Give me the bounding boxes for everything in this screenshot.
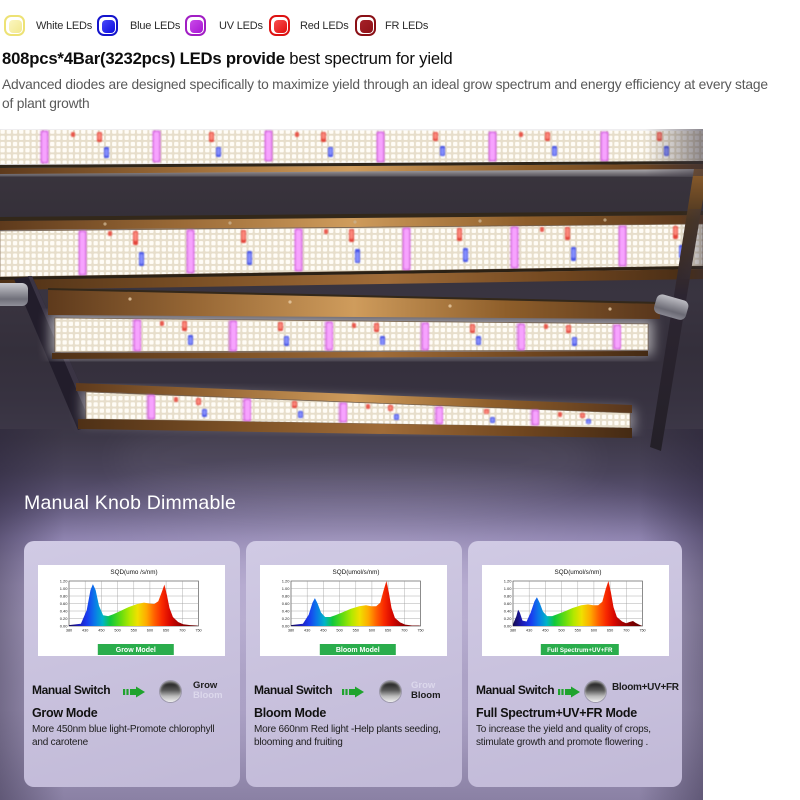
svg-text:550: 550	[575, 629, 581, 633]
svg-text:750: 750	[417, 629, 423, 633]
svg-text:0.00: 0.00	[504, 623, 513, 628]
svg-text:0.80: 0.80	[504, 593, 513, 598]
svg-text:SQD(umol/s/nm): SQD(umol/s/nm)	[555, 569, 602, 576]
svg-text:750: 750	[639, 629, 645, 633]
svg-text:SQD(umol/s/nm): SQD(umol/s/nm)	[333, 569, 380, 576]
svg-text:Grow Model: Grow Model	[116, 647, 156, 654]
svg-text:0.60: 0.60	[60, 601, 69, 606]
svg-text:650: 650	[385, 629, 391, 633]
svg-text:0.20: 0.20	[60, 616, 69, 621]
svg-text:1.00: 1.00	[282, 586, 291, 591]
svg-text:700: 700	[623, 629, 629, 633]
svg-text:600: 600	[147, 629, 153, 633]
svg-text:430: 430	[526, 629, 532, 633]
svg-text:0.80: 0.80	[282, 593, 291, 598]
svg-text:0.20: 0.20	[504, 616, 513, 621]
svg-text:500: 500	[336, 629, 342, 633]
svg-text:750: 750	[195, 629, 201, 633]
svg-text:0.20: 0.20	[282, 616, 291, 621]
svg-text:650: 650	[163, 629, 169, 633]
svg-text:0.00: 0.00	[282, 623, 291, 628]
svg-text:SQD(umo /s/nm): SQD(umo /s/nm)	[110, 569, 157, 576]
svg-text:550: 550	[353, 629, 359, 633]
svg-text:Full Spectrum+UV+FR: Full Spectrum+UV+FR	[547, 647, 613, 654]
svg-text:500: 500	[558, 629, 564, 633]
svg-text:600: 600	[369, 629, 375, 633]
svg-text:650: 650	[607, 629, 613, 633]
svg-text:380: 380	[510, 629, 516, 633]
svg-text:0.40: 0.40	[504, 608, 513, 613]
svg-text:450: 450	[542, 629, 548, 633]
svg-text:1.20: 1.20	[504, 578, 513, 583]
svg-text:430: 430	[82, 629, 88, 633]
svg-text:700: 700	[179, 629, 185, 633]
svg-text:0.60: 0.60	[504, 601, 513, 606]
svg-text:450: 450	[320, 629, 326, 633]
svg-text:600: 600	[591, 629, 597, 633]
svg-text:380: 380	[66, 629, 72, 633]
svg-text:380: 380	[288, 629, 294, 633]
svg-text:0.40: 0.40	[60, 608, 69, 613]
svg-text:0.40: 0.40	[282, 608, 291, 613]
svg-text:1.20: 1.20	[60, 578, 69, 583]
svg-text:450: 450	[98, 629, 104, 633]
svg-text:1.20: 1.20	[282, 578, 291, 583]
svg-text:1.00: 1.00	[60, 586, 69, 591]
svg-text:500: 500	[114, 629, 120, 633]
svg-text:Bloom Model: Bloom Model	[336, 647, 380, 654]
svg-text:430: 430	[304, 629, 310, 633]
svg-text:0.80: 0.80	[60, 593, 69, 598]
svg-text:1.00: 1.00	[504, 586, 513, 591]
svg-text:550: 550	[131, 629, 137, 633]
svg-text:0.60: 0.60	[282, 601, 291, 606]
svg-text:0.00: 0.00	[60, 623, 69, 628]
svg-text:700: 700	[401, 629, 407, 633]
